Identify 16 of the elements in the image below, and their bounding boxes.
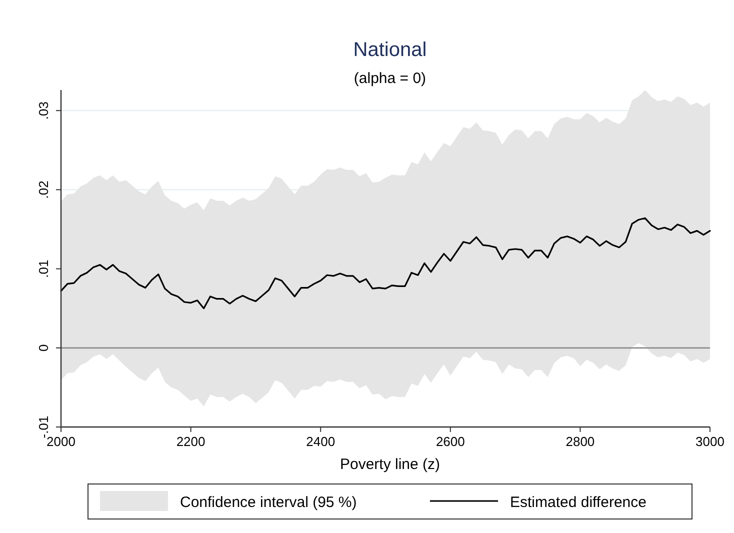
y-tick-label: .02 [36, 180, 51, 199]
x-tick-label: 3000 [696, 434, 724, 449]
x-axis-title: Poverty line (z) [340, 456, 440, 473]
chart-subtitle: (alpha = 0) [354, 70, 426, 87]
x-tick-label: 2600 [436, 434, 465, 449]
x-tick-label: 2200 [176, 434, 206, 449]
legend-label: Estimated difference [510, 494, 646, 511]
text: Confidence interval (95 %) [180, 494, 357, 511]
y-tick-label: 0 [36, 344, 51, 352]
y-tick-label: .03 [36, 102, 51, 120]
x-tick-label: 2000 [46, 434, 76, 449]
x-tick-label: 2800 [566, 434, 595, 449]
line-series [60, 217, 711, 310]
x-tick-label: 2400 [306, 434, 336, 449]
chart-title: National [353, 39, 427, 61]
y-tick-label: .01 [36, 260, 51, 278]
